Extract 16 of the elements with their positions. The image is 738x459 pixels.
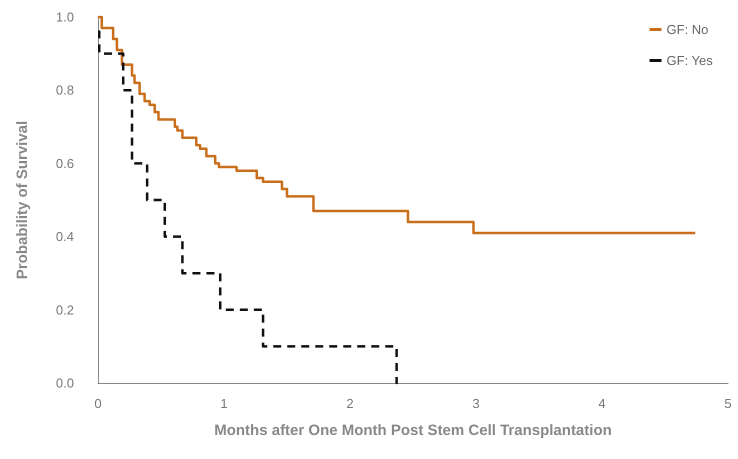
- x-tick-label: 5: [724, 396, 732, 411]
- y-tick-label: 1.0: [56, 10, 74, 24]
- y-axis-title: Probability of Survival: [14, 120, 31, 280]
- legend-label: GF: No: [666, 22, 708, 37]
- y-tick-label: 0.4: [56, 229, 74, 244]
- y-tick-label: 0.0: [56, 376, 74, 390]
- x-tick-label: 3: [472, 396, 480, 411]
- y-tick-label: 0.8: [56, 82, 74, 98]
- x-tick-label: 4: [598, 396, 606, 411]
- x-tick-label: 1: [220, 396, 228, 411]
- x-tick-label: 2: [346, 396, 354, 411]
- y-tick-label: 0.2: [56, 302, 74, 318]
- y-tick-label: 0.6: [56, 156, 74, 171]
- legend-label: GF: Yes: [666, 53, 714, 68]
- x-tick-label: 0: [94, 396, 102, 411]
- x-axis-title: Months after One Month Post Stem Cell Transplantation: [214, 422, 612, 439]
